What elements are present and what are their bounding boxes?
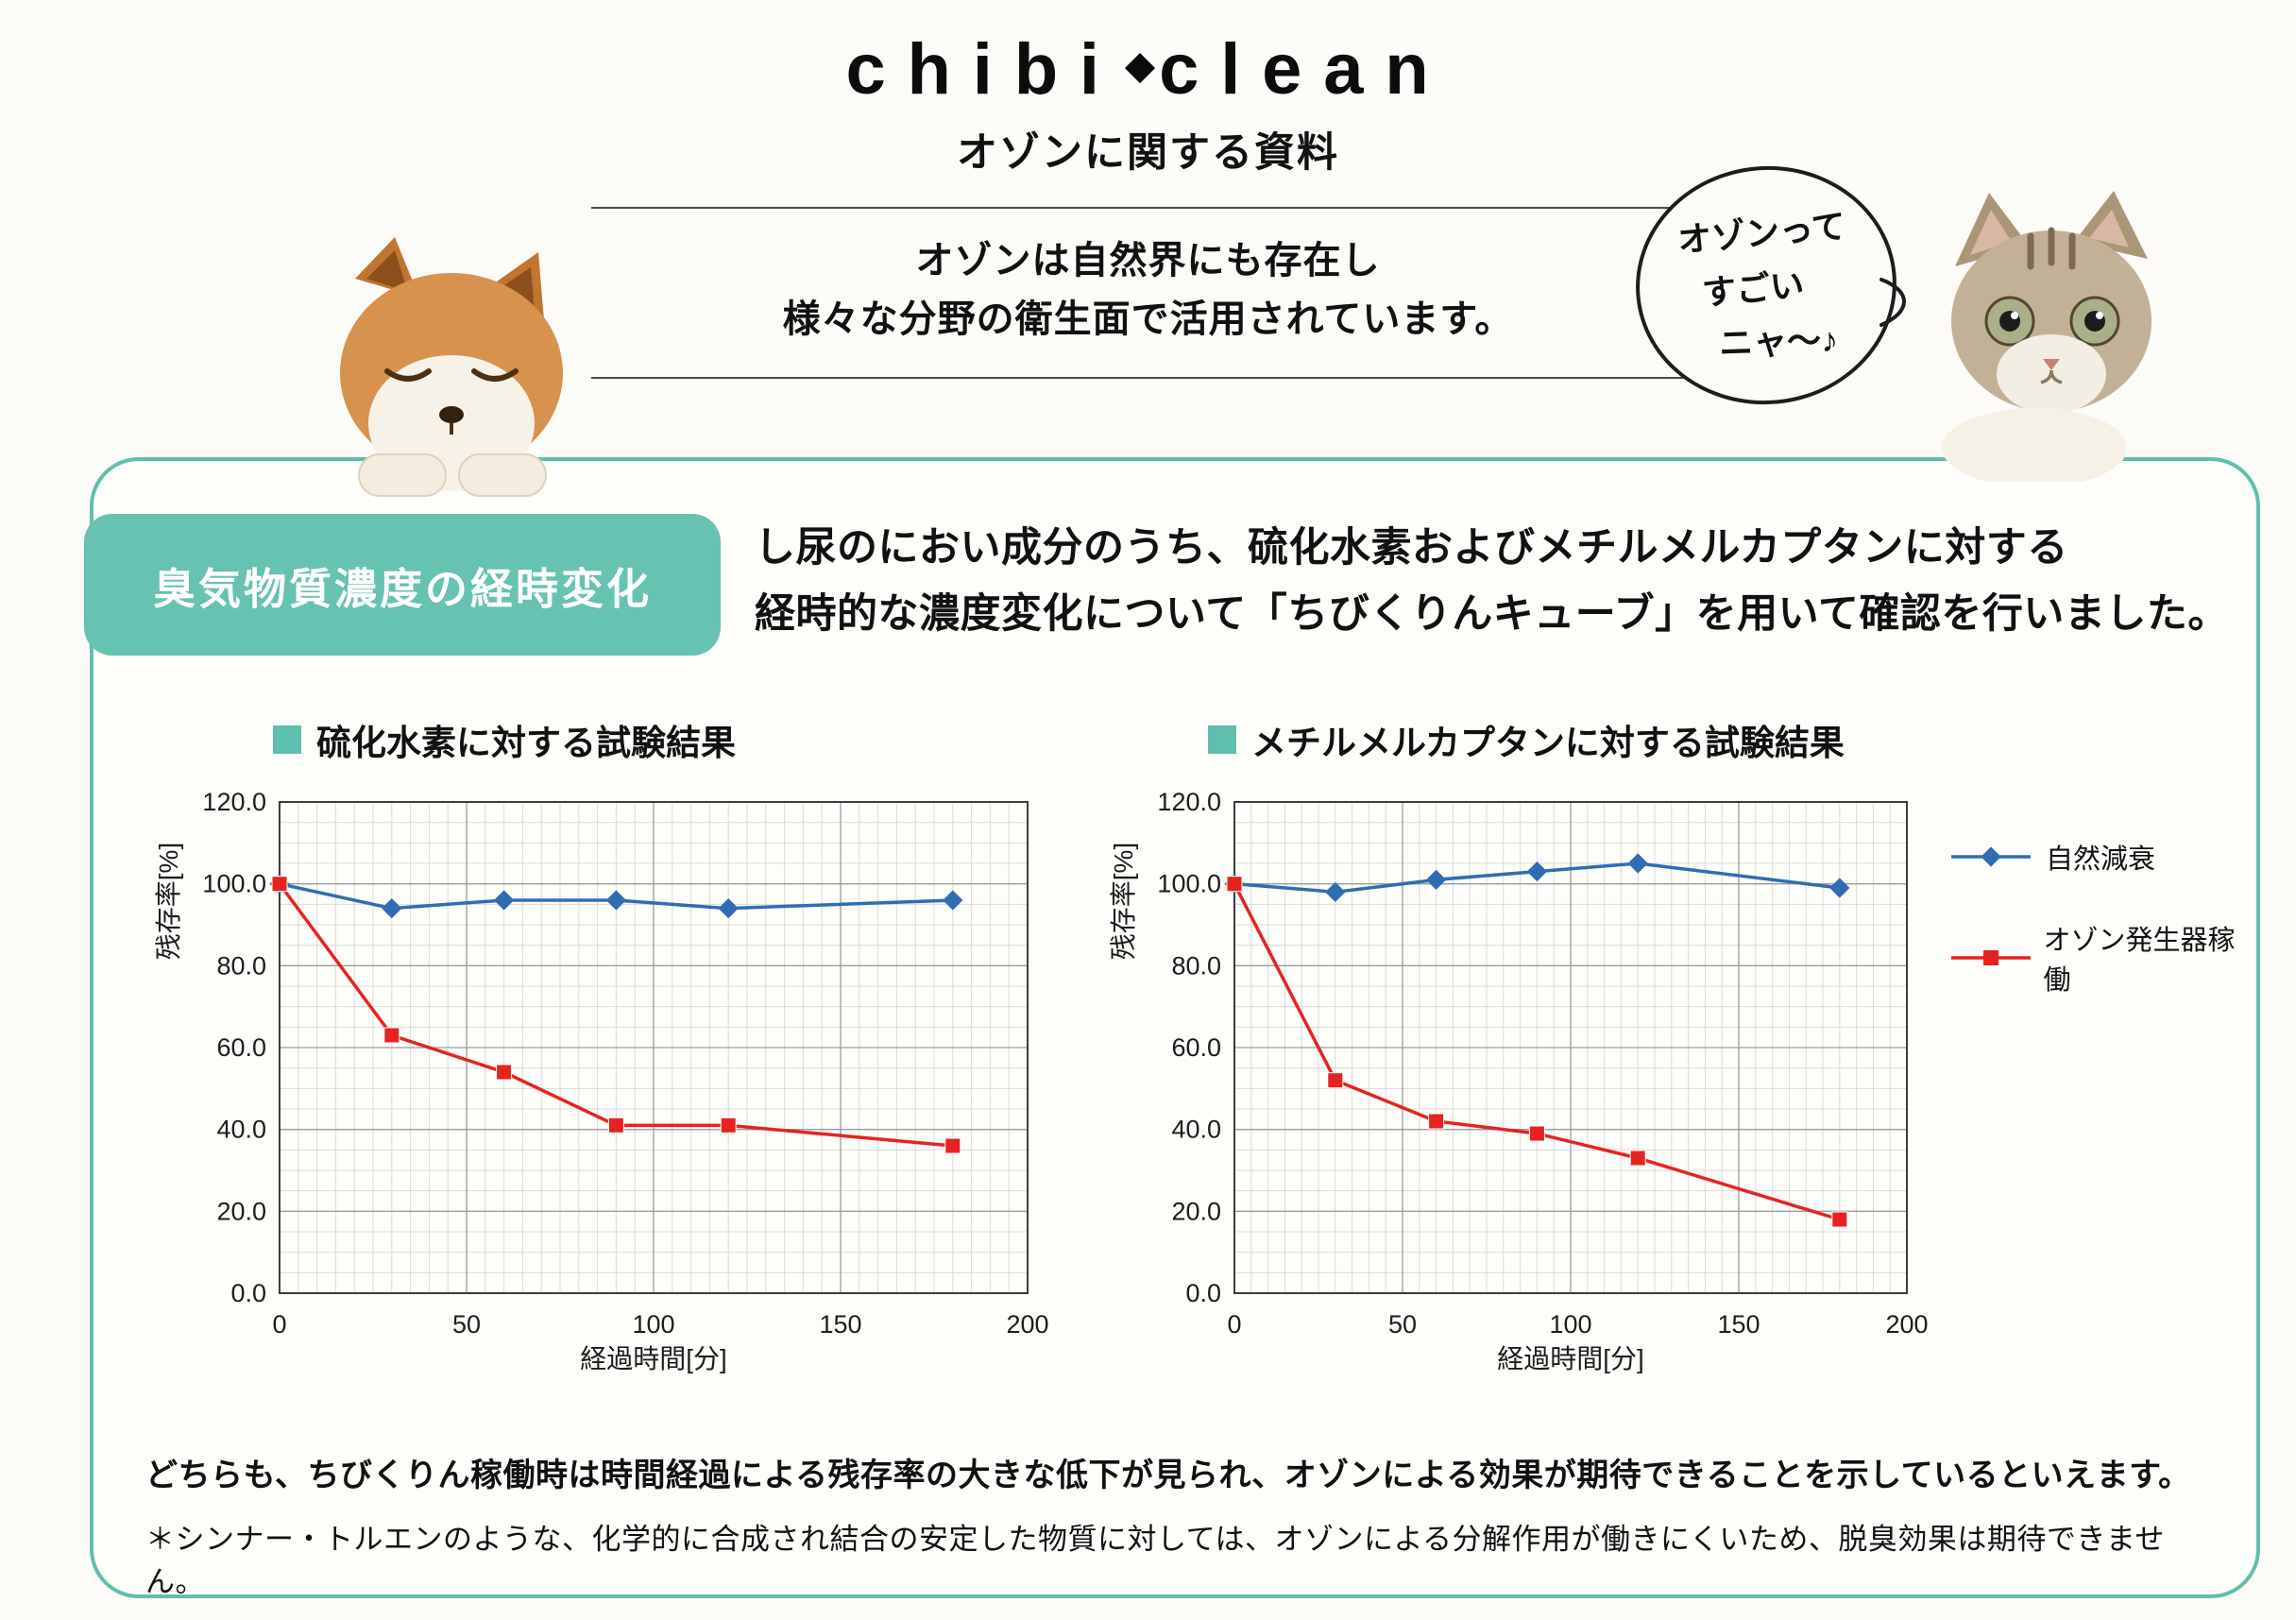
svg-text:120.0: 120.0 — [1157, 788, 1221, 816]
speech-bubble-line-1: オゾンって — [1675, 206, 1847, 260]
section-desc-line-1: し尿のにおい成分のうち、硫化水素およびメチルメルカプタンに対する — [755, 525, 2068, 571]
legend-item: オゾン発生器稼働 — [1949, 918, 2256, 998]
svg-text:経過時間[分]: 経過時間[分] — [580, 1344, 727, 1373]
legend-label: 自然減衰 — [2046, 844, 2156, 875]
header: chibi◆clean オゾンに関する資料 オゾンは自然界にも存在し 様々な分野… — [0, 28, 2296, 379]
chart-title-methyl-mercaptan: メチルメルカプタンに対する試験結果 — [1208, 714, 1845, 765]
svg-text:100: 100 — [632, 1310, 674, 1339]
svg-text:100: 100 — [1549, 1310, 1591, 1339]
svg-text:40.0: 40.0 — [216, 1116, 266, 1144]
svg-text:200: 200 — [1885, 1310, 1928, 1339]
speech-bubble-tail — [1879, 278, 1906, 327]
brand-logo: chibi◆clean — [0, 28, 2296, 111]
svg-text:200: 200 — [1006, 1310, 1048, 1339]
cat-illustration — [1942, 191, 2151, 487]
intro-line-1: オゾンは自然界にも存在し — [915, 240, 1381, 281]
section-desc-line-2: 経時的な濃度変化について「ちびくりんキューブ」を用いて確認を行いました。 — [755, 590, 2229, 637]
content-panel: 臭気物質濃度の経時変化 し尿のにおい成分のうち、硫化水素およびメチルメルカプタン… — [84, 457, 2260, 1598]
svg-text:残存率[%]: 残存率[%] — [1109, 843, 1138, 960]
svg-text:0.0: 0.0 — [230, 1279, 266, 1307]
svg-text:80.0: 80.0 — [216, 951, 266, 980]
svg-text:100.0: 100.0 — [202, 870, 266, 898]
teal-square-icon — [273, 725, 301, 754]
svg-text:0: 0 — [1227, 1310, 1241, 1339]
legend-label: オゾン発生器稼働 — [2043, 926, 2236, 996]
svg-text:20.0: 20.0 — [1171, 1197, 1221, 1225]
sleeping-dog-illustration — [340, 237, 563, 497]
speech-bubble-line-2: すごい — [1700, 264, 1806, 313]
section-label: 臭気物質濃度の経時変化 — [84, 514, 721, 656]
logo-text-left: chibi — [845, 29, 1121, 110]
cat-photo — [1919, 187, 2185, 487]
chart-title-text: 硫化水素に対する試験結果 — [316, 724, 736, 762]
chart-title-hydrogen-sulfide: 硫化水素に対する試験結果 — [273, 714, 736, 765]
teal-square-icon — [1208, 725, 1236, 754]
svg-text:80.0: 80.0 — [1171, 951, 1221, 980]
chart-methyl-mercaptan: 0 50 100 150 200 0.0 20.0 40.0 60.0 80.0 100.0 120.… — [1109, 788, 1929, 1373]
svg-text:残存率[%]: 残存率[%] — [154, 843, 183, 960]
svg-text:60.0: 60.0 — [216, 1033, 266, 1062]
intro-block: オゾンは自然界にも存在し 様々な分野の衛生面で活用されています。 — [590, 207, 1706, 379]
logo-text-right: clean — [1159, 29, 1451, 110]
legend-marker-icon — [1951, 950, 2031, 965]
section-description: し尿のにおい成分のうち、硫化水素およびメチルメルカプタンに対する 経時的な濃度変… — [755, 516, 2229, 647]
svg-text:40.0: 40.0 — [1171, 1116, 1221, 1144]
chart-title-text: メチルメルカプタンに対する試験結果 — [1251, 724, 1845, 762]
chart-legend: 自然減衰オゾン発生器稼働 — [1949, 837, 2256, 998]
svg-text:60.0: 60.0 — [1171, 1033, 1221, 1062]
svg-text:20.0: 20.0 — [216, 1197, 266, 1225]
logo-diamond-icon: ◆ — [1124, 43, 1156, 87]
svg-text:50: 50 — [452, 1310, 481, 1339]
intro-line-2: 様々な分野の衛生面で活用されています。 — [782, 298, 1514, 340]
dog-photo — [300, 230, 603, 510]
svg-text:150: 150 — [1717, 1310, 1760, 1339]
svg-text:120.0: 120.0 — [202, 788, 266, 816]
chart-hydrogen-sulfide: 0 50 100 150 200 0.0 20.0 40.0 60.0 80.0 100.0 120.… — [154, 788, 1049, 1373]
speech-bubble-line-3: ニャ〜♪ — [1718, 319, 1839, 364]
page-title: オゾンに関する資料 — [957, 130, 1339, 176]
legend-marker-icon — [1951, 846, 2031, 867]
summary-text: どちらも、ちびくりん稼働時は時間経過による残存率の大きな低下が見られ、オゾンによ… — [145, 1458, 2191, 1493]
svg-text:0.0: 0.0 — [1185, 1279, 1221, 1307]
svg-text:150: 150 — [819, 1310, 861, 1339]
svg-text:0: 0 — [272, 1310, 286, 1339]
note-text: ＊シンナー・トルエンのような、化学的に合成され結合の安定した物質に対しては、オゾ… — [145, 1523, 2165, 1598]
svg-text:50: 50 — [1388, 1310, 1417, 1339]
legend-item: 自然減衰 — [1949, 837, 2256, 877]
svg-text:100.0: 100.0 — [1157, 870, 1221, 898]
svg-text:経過時間[分]: 経過時間[分] — [1497, 1344, 1644, 1373]
